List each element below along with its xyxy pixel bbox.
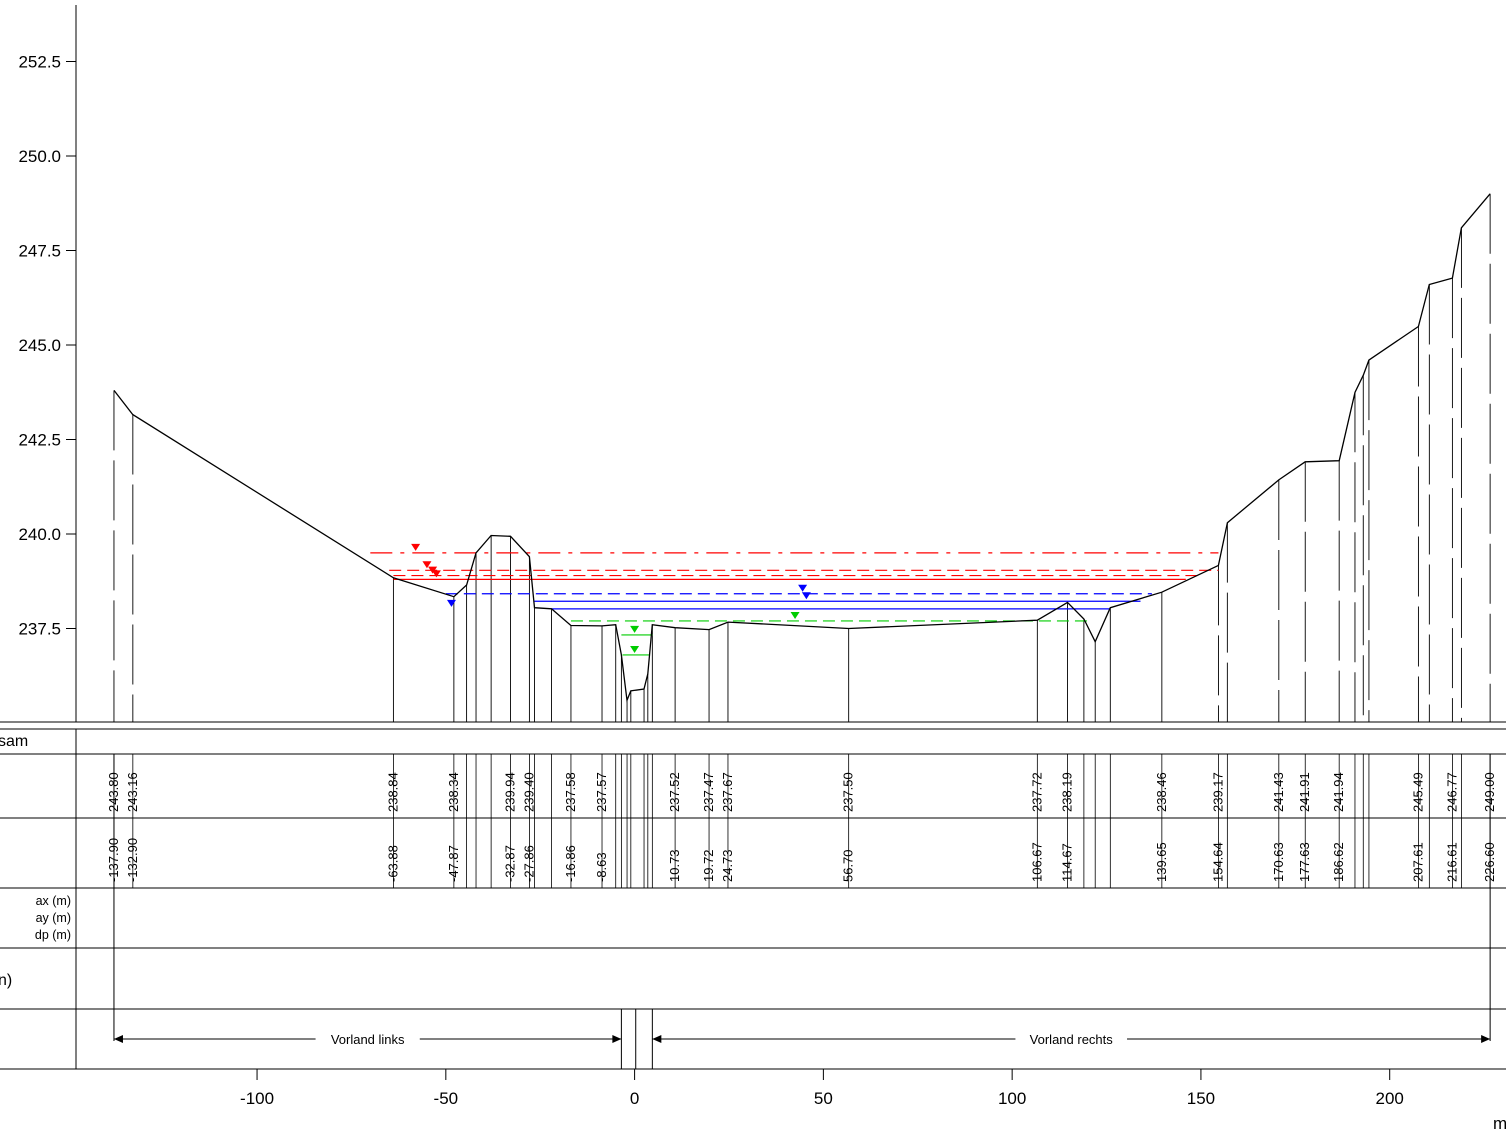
elevation-label: 238.34 [446,772,461,812]
elevation-label: 239.40 [521,772,536,812]
table-row-label-sam: sam [0,733,28,750]
elevation-label: 237.58 [563,772,578,812]
station-label: 177.63 [1297,842,1312,882]
water-level-marker [422,561,432,569]
x-tick-label: 200 [1376,1089,1404,1108]
table-row-label-ax: ax (m) [36,894,71,908]
ground-profile-line [113,193,1491,703]
elevation-label: 237.50 [841,772,856,812]
x-tick-label: 150 [1187,1089,1215,1108]
station-label: 207.61 [1410,842,1425,882]
station-label: -132.90 [125,838,140,882]
station-labels: -137.90 -132.90 -63.88 -47.87 -32.87 -27.86 -1… [106,838,1497,882]
elevation-label: 237.47 [701,772,716,812]
elevation-label: 238.19 [1060,772,1075,812]
x-tick-label: 0 [630,1089,639,1108]
station-label: 226.60 [1482,842,1497,882]
station-label: 216.61 [1444,842,1459,882]
station-verticals [113,193,1491,722]
profile-plot: 252.5 250.0 247.5 245.0 242.5 240.0 237.5 [18,5,1491,722]
y-tick-label: 252.5 [18,53,61,72]
zone-arrow-head [113,1035,123,1043]
station-label: 186.62 [1331,842,1346,882]
x-axis: -100 -50 0 50 100 150 200 m [240,1069,1506,1133]
station-label: -16.86 [563,845,578,882]
elevation-label: 241.43 [1271,772,1286,812]
elevation-label: 243.80 [106,772,121,812]
station-label: 10.73 [667,849,682,882]
station-label: -137.90 [106,838,121,882]
elevation-label: 238.84 [385,772,400,812]
water-level-marker [411,543,421,551]
elevation-label: 243.16 [125,772,140,812]
table-row-label-ay: ay (m) [36,911,71,925]
station-label: 114.67 [1060,843,1075,882]
table-grid [0,721,1506,1070]
station-label: 19.72 [701,849,716,882]
elevation-label: 237.52 [667,772,682,812]
zone-label: Vorland links [331,1032,405,1047]
x-tick-label: 100 [998,1089,1026,1108]
station-label: 106.67 [1029,842,1044,882]
zone-arrow-head [652,1035,662,1043]
station-label: 170.63 [1271,842,1286,882]
x-tick-label: -100 [240,1089,274,1108]
station-label: -8.63 [594,852,609,882]
data-table: sam ax (m) ay (m) dp (m) n) 243.80 243.16… [0,721,1506,1070]
elevation-label: 241.94 [1331,772,1346,812]
elevation-label: 237.72 [1029,772,1044,812]
station-label: 56.70 [841,849,856,882]
x-axis-unit: m [1493,1114,1506,1133]
water-level-marker [790,611,800,619]
zone-arrow-head [1481,1035,1491,1043]
x-axis-ticks: -100 -50 0 50 100 150 200 [240,1069,1404,1108]
x-tick-label: 50 [814,1089,833,1108]
station-label: 139.65 [1154,842,1169,882]
zone-row: Vorland links Vorland rechts [113,1009,1491,1069]
water-levels [370,552,1219,656]
y-tick-label: 237.5 [18,620,61,639]
y-tick-label: 242.5 [18,431,61,450]
elevation-label: 246.77 [1444,772,1459,812]
water-level-marker [428,566,438,574]
table-row-label-n: n) [0,972,12,989]
elevation-label: 238.46 [1154,772,1169,812]
water-level-marker [446,599,456,607]
y-axis-ticks: 252.5 250.0 247.5 245.0 242.5 240.0 237.5 [18,53,76,639]
elevation-label: 241.91 [1297,772,1312,812]
elevation-label: 245.49 [1410,772,1425,812]
station-label: -27.86 [521,845,536,882]
water-level-marker [630,625,640,633]
water-level-marker [630,645,640,653]
station-label: 24.73 [720,849,735,882]
station-label: -47.87 [446,845,461,882]
y-tick-label: 250.0 [18,147,61,166]
water-level-marker [798,584,808,592]
water-level-marker [431,570,441,578]
water-level-markers [411,543,811,653]
station-label: -63.88 [385,845,400,882]
zone-label: Vorland rechts [1030,1032,1114,1047]
table-row-label-dp: dp (m) [35,928,71,942]
elevation-labels: 243.80 243.16 238.84 238.34 239.94 239.40 237.… [106,772,1497,812]
station-label: 154.64 [1210,842,1225,882]
elevation-label: 237.57 [594,772,609,812]
zone-arrow-head [612,1035,622,1043]
y-tick-label: 245.0 [18,336,61,355]
station-label: -32.87 [502,845,517,882]
elevation-label: 249.00 [1482,772,1497,812]
water-level-marker [801,592,811,600]
elevation-label: 239.17 [1210,772,1225,812]
y-tick-label: 247.5 [18,242,61,261]
elevation-label: 237.67 [720,772,735,812]
y-tick-label: 240.0 [18,525,61,544]
x-tick-label: -50 [434,1089,459,1108]
elevation-label: 239.94 [502,772,517,812]
